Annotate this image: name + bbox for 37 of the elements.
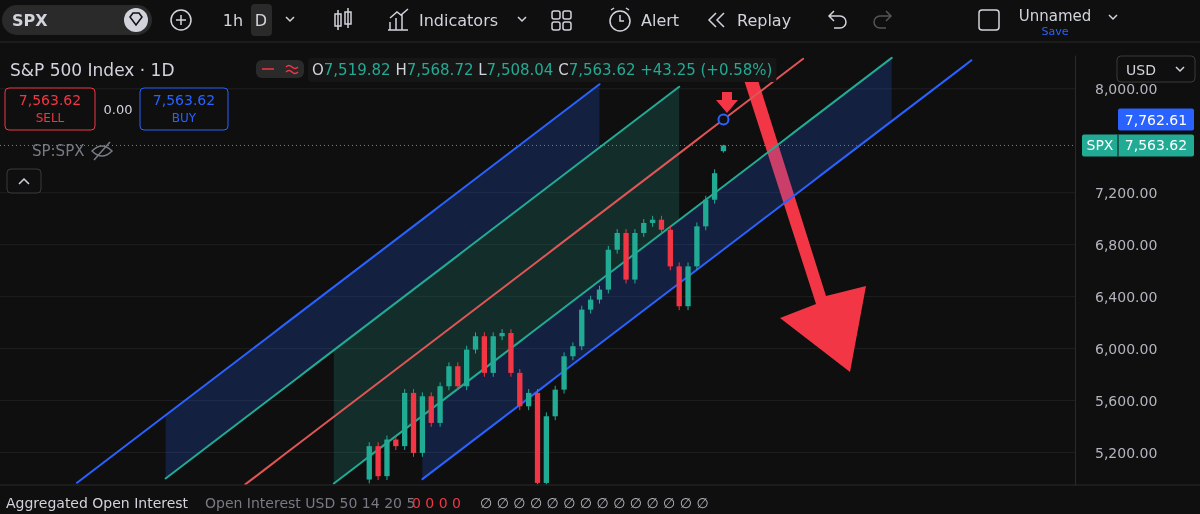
text: Save: [1041, 25, 1069, 38]
y-tick-label: 6,400.00: [1095, 288, 1158, 305]
annotation: SP:SPX: [32, 142, 85, 160]
text: 7,762.61: [1124, 111, 1188, 128]
annotation: SELL: [35, 111, 65, 125]
y-tick-label: 5,200.00: [1095, 444, 1158, 461]
candlestick: [614, 228, 620, 255]
chart-title: S&P 500 Index · 1D: [10, 60, 175, 80]
candlestick: [525, 388, 532, 411]
text: 1h: [222, 11, 244, 30]
annotation: 7,563.62: [18, 92, 82, 108]
text: Replay: [737, 11, 792, 30]
y-tick-label: 8,000.00: [1095, 80, 1158, 97]
y-tick-label: 5,600.00: [1095, 392, 1158, 409]
text: 7,563.62: [1124, 137, 1188, 154]
text: USD: [1126, 62, 1156, 78]
y-tick-label: 6,000.00: [1095, 340, 1158, 357]
text: SPX: [12, 11, 49, 30]
text: Indicators: [419, 11, 499, 30]
y-tick-label: 6,800.00: [1095, 236, 1158, 253]
y-tick-label: 7,200.00: [1095, 184, 1158, 201]
ref-line-label: SPX: [1086, 137, 1114, 154]
text: ∅ ∅ ∅ ∅ ∅ ∅ ∅ ∅ ∅ ∅ ∅ ∅ ∅ ∅: [480, 495, 709, 511]
candlestick: [455, 361, 461, 391]
text: D: [254, 11, 268, 30]
text: Unnamed: [1018, 7, 1092, 25]
candlestick: [472, 331, 479, 355]
text: Aggregated Open Interest: [6, 495, 189, 511]
annotation: BUY: [171, 111, 197, 125]
annotation: 0.00: [103, 102, 133, 117]
text: 0 0 0 0: [412, 495, 461, 511]
annotation: 7,563.62: [152, 92, 216, 108]
candlestick: [499, 328, 505, 341]
candlestick: [446, 361, 452, 391]
annotation: O7,519.82 H7,568.72 L7,508.04 C7,563.62 +43.25 (+0.58%): [312, 61, 773, 79]
text: Alert: [641, 11, 680, 30]
line-series: [244, 57, 805, 485]
